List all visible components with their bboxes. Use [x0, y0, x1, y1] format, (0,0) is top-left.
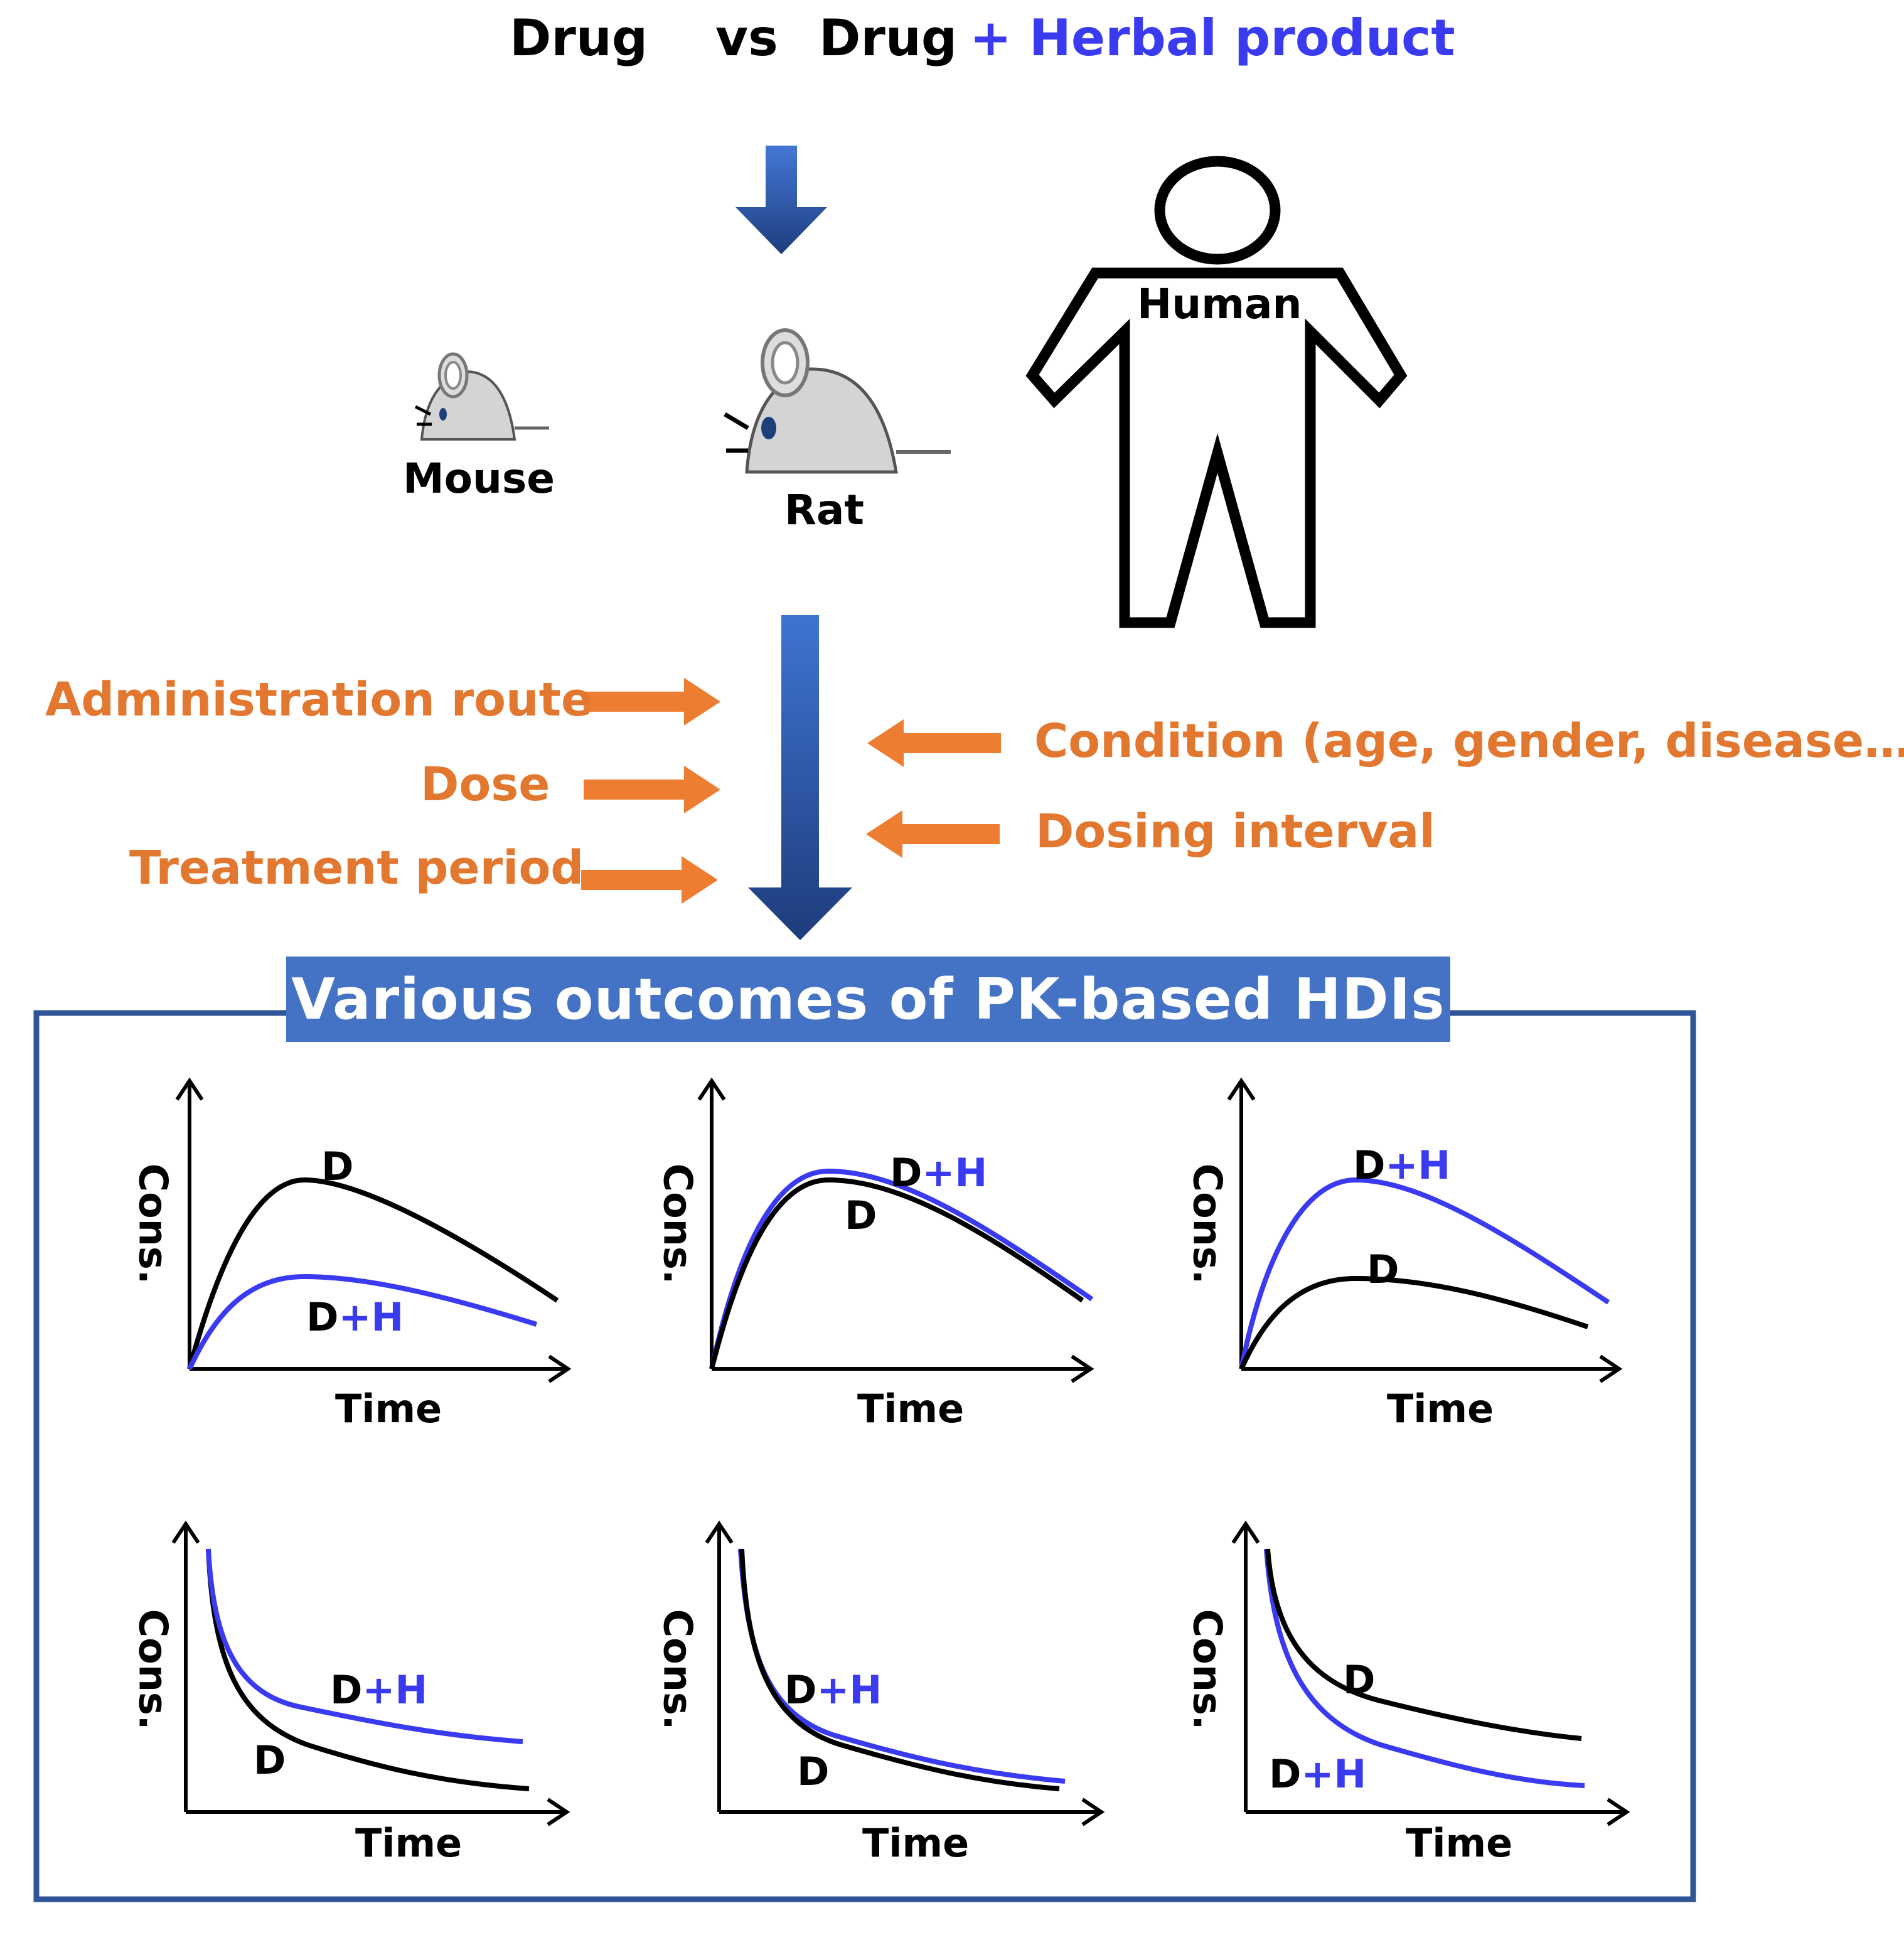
outcomes-title-banner: Various outcomes of PK-based HDIs — [286, 957, 1450, 1042]
axes — [175, 1077, 572, 1383]
xlabel-panel-1: Time — [335, 1386, 442, 1432]
label-d: D — [254, 1737, 286, 1783]
label-dh: D+H — [784, 1667, 882, 1713]
chart-panel-3 — [1227, 1077, 1623, 1383]
xlabel-panel-5: Time — [862, 1820, 970, 1866]
ylabel-panel-2: Cons. — [655, 1163, 701, 1285]
xlabel-panel-2: Time — [857, 1386, 965, 1432]
header-vs: vs — [715, 9, 778, 67]
chart-panel-4 — [171, 1520, 570, 1826]
rat-label: Rat — [784, 486, 864, 534]
label-dh: D+H — [306, 1294, 404, 1340]
condition-arrow-icon — [867, 719, 1001, 767]
header-drug-right: Drug — [819, 9, 958, 67]
chart-panel-2 — [697, 1077, 1094, 1383]
series-d-line — [739, 1548, 1060, 1791]
ylabel-panel-4: Cons. — [130, 1609, 176, 1730]
label-d: D — [1367, 1246, 1399, 1292]
label-d: D — [797, 1749, 830, 1794]
factor-dose: Dose — [420, 758, 550, 812]
dosing-interval-arrow-icon — [866, 810, 1000, 858]
header-herbal-product: + Herbal product — [970, 9, 1455, 67]
ylabel-panel-6: Cons. — [1184, 1609, 1231, 1730]
treatment-period-arrow-icon — [581, 856, 718, 904]
series-dh-line — [709, 1168, 1094, 1370]
label-dh: D+H — [890, 1150, 988, 1196]
rat-icon — [724, 328, 951, 474]
label-d: D — [321, 1144, 354, 1189]
xlabel-panel-6: Time — [1406, 1820, 1513, 1866]
chart-panel-6 — [1231, 1520, 1630, 1826]
main-down-arrow-icon — [748, 615, 852, 940]
xlabel-panel-4: Time — [355, 1820, 463, 1866]
ylabel-panel-5: Cons. — [655, 1609, 701, 1730]
label-dh: D+H — [1353, 1142, 1451, 1188]
dose-arrow-icon — [584, 766, 720, 813]
admin-route-arrow-icon — [584, 678, 720, 726]
human-icon — [1025, 156, 1408, 628]
series-d-line — [187, 1177, 559, 1370]
label-d: D — [845, 1193, 877, 1238]
axes — [705, 1520, 1105, 1826]
series-d-line — [1239, 1275, 1589, 1370]
top-down-arrow-icon — [735, 146, 827, 254]
factor-treatment-period: Treatment period — [129, 841, 584, 895]
axes — [697, 1077, 1094, 1383]
factor-dosing-interval: Dosing interval — [1035, 805, 1435, 859]
human-label: Human — [1137, 280, 1302, 328]
label-d: D — [1343, 1657, 1376, 1703]
series-dh-line — [738, 1548, 1066, 1784]
series-dh-line — [187, 1273, 538, 1370]
factor-administration-route: Administration route — [45, 673, 593, 727]
axes — [1231, 1520, 1630, 1826]
axes — [171, 1520, 570, 1826]
series-d-line — [709, 1177, 1084, 1370]
series-d-line — [206, 1548, 530, 1791]
factor-condition: Condition (age, gender, disease…) — [1034, 714, 1904, 768]
mouse-icon — [414, 352, 549, 441]
header-drug-left: Drug — [510, 9, 648, 67]
series-d-line — [1265, 1548, 1582, 1741]
axes — [1227, 1077, 1623, 1383]
series-dh-line — [1239, 1177, 1610, 1370]
ylabel-panel-3: Cons. — [1184, 1163, 1231, 1285]
chart-panel-1 — [175, 1077, 572, 1383]
label-dh: D+H — [330, 1667, 428, 1713]
ylabel-panel-1: Cons. — [130, 1163, 176, 1285]
series-dh-line — [1264, 1548, 1585, 1788]
mouse-label: Mouse — [403, 454, 555, 503]
xlabel-panel-3: Time — [1387, 1386, 1494, 1432]
label-dh: D+H — [1269, 1751, 1367, 1797]
chart-panel-5 — [705, 1520, 1105, 1826]
series-dh-line — [206, 1548, 523, 1744]
